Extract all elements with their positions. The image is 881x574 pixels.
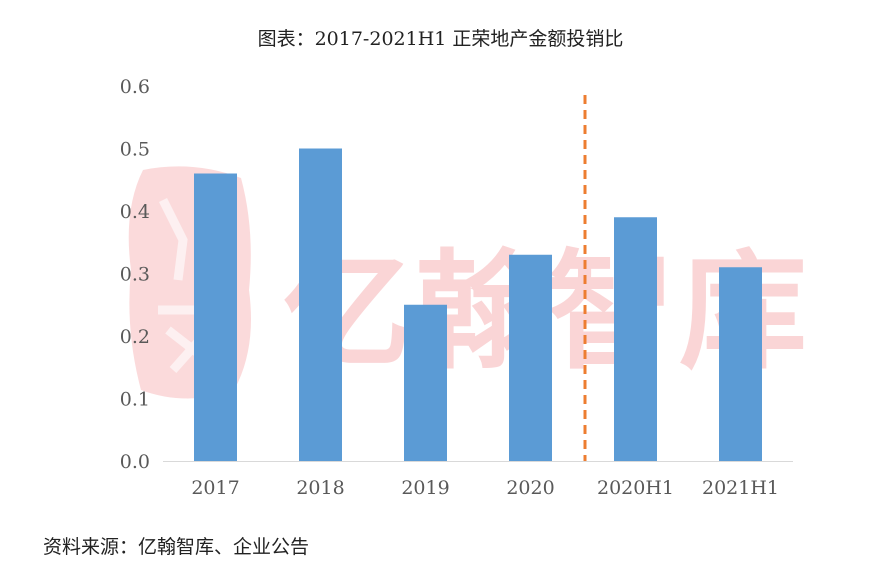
bar-2021H1: [719, 267, 762, 461]
x-tick-label: 2020: [506, 477, 554, 499]
y-tick-label: 0.0: [120, 451, 150, 473]
bar-2020: [509, 254, 552, 461]
y-tick-label: 0.6: [120, 76, 150, 98]
x-tick-label: 2020H1: [597, 477, 674, 499]
x-tick-label: 2019: [401, 477, 449, 499]
source-note: 资料来源：亿翰智库、企业公告: [43, 536, 310, 558]
chart-title: 图表：2017-2021H1 正荣地产金额投销比: [257, 28, 624, 50]
bar-2018: [299, 148, 342, 461]
bar-2017: [194, 173, 237, 461]
x-tick-label: 2017: [191, 477, 239, 499]
y-tick-label: 0.5: [120, 139, 150, 161]
bar-2020H1: [614, 217, 657, 461]
bar-2019: [404, 304, 447, 461]
x-tick-label: 2018: [296, 477, 344, 499]
y-tick-label: 0.1: [120, 389, 150, 411]
x-tick-label: 2021H1: [702, 477, 779, 499]
y-tick-label: 0.3: [120, 264, 150, 286]
y-tick-label: 0.2: [120, 326, 150, 348]
y-tick-label: 0.4: [120, 201, 150, 223]
